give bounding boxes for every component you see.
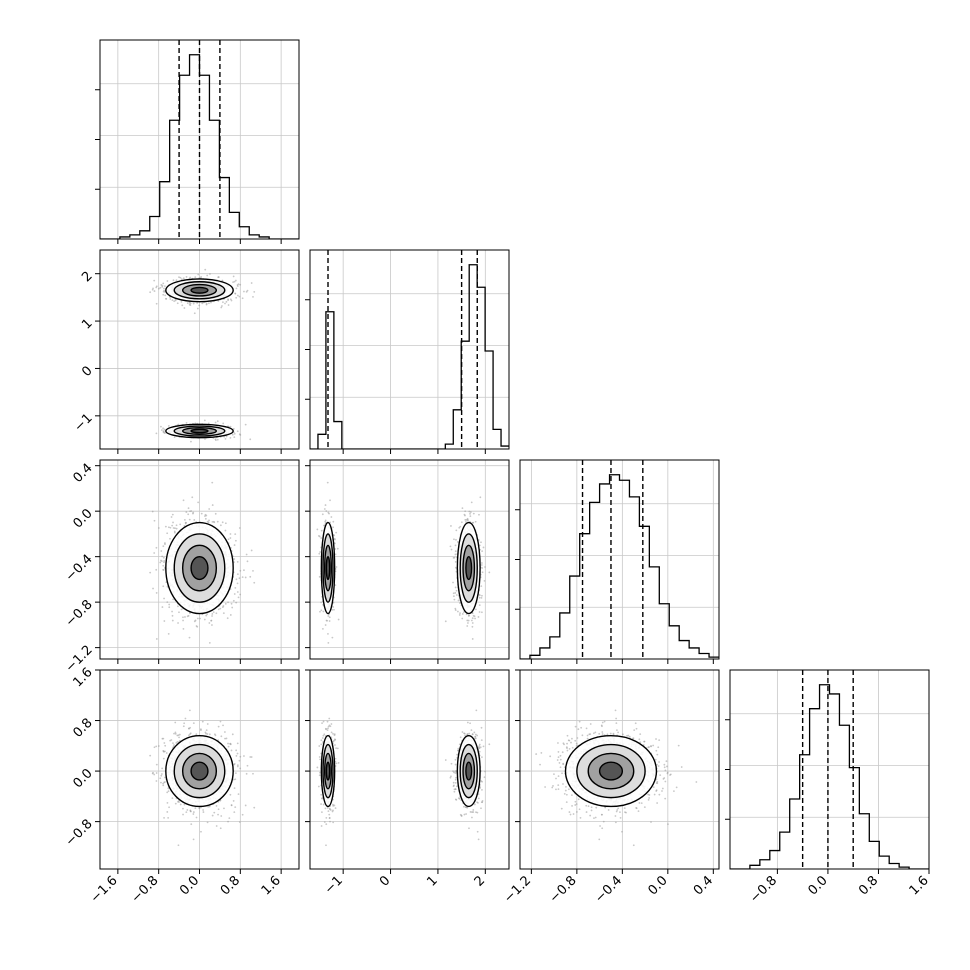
x-tick-label: −0.8 bbox=[547, 873, 580, 906]
panel-2-0: 0.40.0−0.4−0.8−1.2 bbox=[63, 459, 300, 676]
density-contour bbox=[190, 286, 209, 294]
y-tick-label: 1 bbox=[79, 316, 95, 332]
histogram-0 bbox=[100, 54, 299, 239]
x-tick-label: −1.2 bbox=[501, 873, 534, 906]
panel-border bbox=[309, 459, 510, 660]
panel-border bbox=[99, 249, 300, 450]
panel-border bbox=[519, 459, 720, 660]
density-contour bbox=[190, 555, 209, 581]
x-tick-label: −0.8 bbox=[747, 873, 780, 906]
density-contour bbox=[465, 761, 473, 781]
y-tick-label: −0.8 bbox=[63, 817, 96, 850]
panel-border bbox=[99, 39, 300, 240]
density-contour bbox=[190, 761, 209, 781]
y-tick-label: −0.4 bbox=[63, 552, 96, 585]
x-tick-label: 1.6 bbox=[907, 873, 932, 898]
y-tick-label: 0.8 bbox=[70, 716, 95, 741]
y-tick-label: 0.4 bbox=[70, 461, 95, 486]
x-tick-label: 1 bbox=[424, 873, 440, 889]
panel-1-1 bbox=[305, 249, 510, 454]
y-tick-label: 2 bbox=[79, 269, 95, 285]
density-contour bbox=[325, 761, 331, 781]
y-tick-label: 0 bbox=[79, 364, 95, 380]
panel-3-2: −1.2 −0.8 −0.4 0.0 0.4 bbox=[501, 669, 720, 906]
y-tick-label: −0.8 bbox=[63, 597, 96, 630]
x-tick-label: 0.8 bbox=[218, 873, 243, 898]
panel-0-0 bbox=[95, 39, 300, 244]
panel-1-0: 2 1 0 −1 bbox=[71, 249, 300, 454]
histogram-2 bbox=[520, 474, 719, 659]
panel-border bbox=[99, 459, 300, 660]
histogram-1 bbox=[310, 264, 509, 449]
x-tick-label: 2 bbox=[472, 873, 488, 889]
x-tick-label: −0.8 bbox=[129, 873, 162, 906]
panel-2-1 bbox=[305, 459, 510, 664]
x-tick-label: 0.0 bbox=[177, 873, 202, 898]
x-tick-label: 0.4 bbox=[691, 873, 716, 898]
histogram-3 bbox=[730, 684, 929, 869]
density-contour bbox=[190, 428, 209, 434]
x-tick-label: −1.6 bbox=[88, 873, 121, 906]
panel-3-1: −1 0 1 2 bbox=[305, 669, 510, 897]
x-tick-label: 0.0 bbox=[806, 873, 831, 898]
x-tick-label: −1 bbox=[322, 873, 346, 897]
y-tick-label: 0.0 bbox=[70, 766, 95, 791]
density-contour bbox=[465, 555, 473, 581]
panel-2-2 bbox=[515, 459, 720, 664]
x-tick-label: 1.6 bbox=[259, 873, 284, 898]
panel-border bbox=[309, 249, 510, 450]
density-contour bbox=[598, 761, 624, 781]
panel-3-0: −1.6 −0.8 0.0 0.8 1.61.60.80.0−0.8 bbox=[63, 665, 300, 906]
density-contour bbox=[325, 555, 331, 581]
panel-border bbox=[309, 669, 510, 870]
x-tick-label: −0.4 bbox=[592, 873, 625, 906]
x-tick-label: 0 bbox=[377, 873, 393, 889]
panel-3-3: −0.8 0.0 0.8 1.6 bbox=[725, 669, 932, 906]
panel-border bbox=[519, 669, 720, 870]
x-tick-label: 0.0 bbox=[645, 873, 670, 898]
panel-border bbox=[729, 669, 930, 870]
y-tick-label: −1 bbox=[71, 411, 95, 435]
x-tick-label: 0.8 bbox=[856, 873, 881, 898]
corner-panels: −0.8 0.0 0.8 1.6 2 1 0 −1 0.4 0.0 −0.4 −0.8 −1.2 −1.6… bbox=[63, 39, 932, 906]
panel-border bbox=[99, 669, 300, 870]
y-tick-label: 0.0 bbox=[70, 506, 95, 531]
